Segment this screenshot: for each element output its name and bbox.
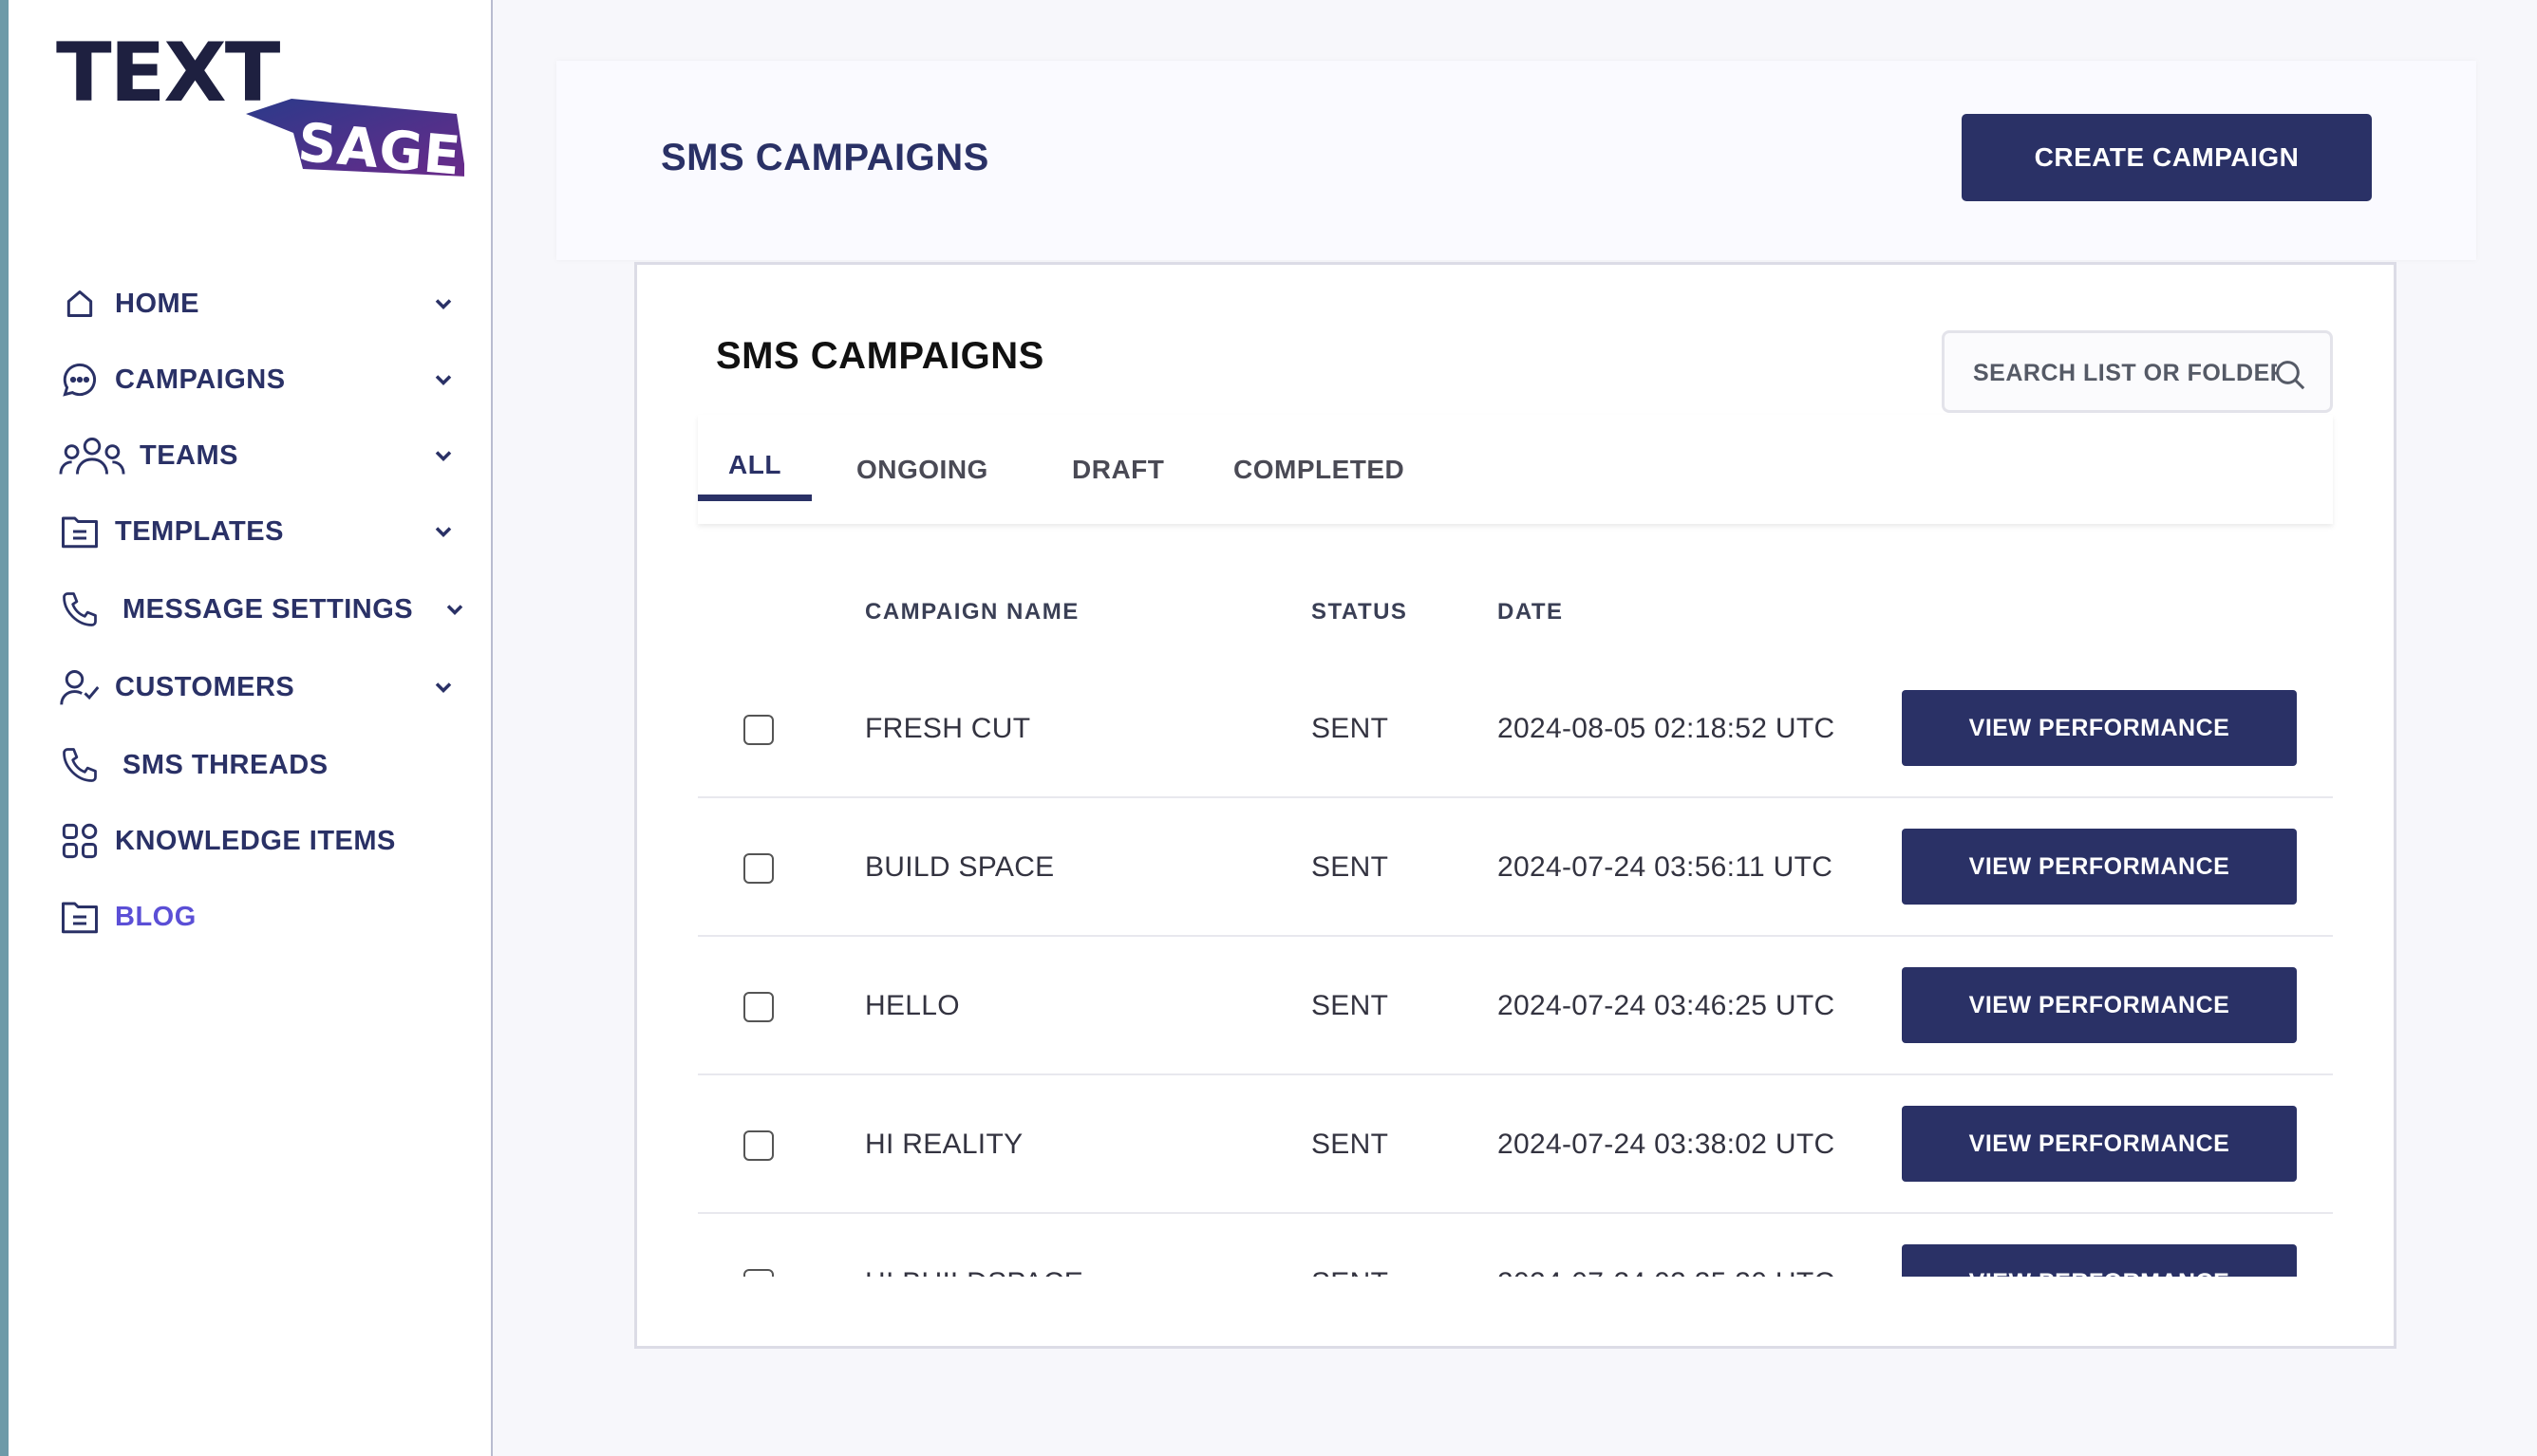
sidebar-item-label: TEAMS — [140, 439, 238, 471]
chevron-down-icon[interactable] — [430, 674, 457, 700]
tab-label: COMPLETED — [1233, 454, 1405, 484]
sidebar-item-label: TEMPLATES — [115, 515, 284, 547]
table-row: FRESH CUT SENT 2024-08-05 02:18:52 UTC V… — [698, 660, 2333, 798]
campaign-date: 2024-07-24 03:38:02 UTC — [1497, 1129, 1835, 1160]
status-tabs: ALL ONGOING DRAFT COMPLETED — [698, 415, 2333, 524]
search-input[interactable] — [1973, 354, 2277, 392]
create-campaign-button[interactable]: CREATE CAMPAIGN — [1962, 114, 2372, 201]
tab-ongoing[interactable]: ONGOING — [856, 415, 988, 524]
user-check-icon — [58, 665, 102, 709]
users-icon — [58, 434, 126, 477]
sidebar-item-label: BLOG — [115, 901, 197, 932]
row-checkbox[interactable] — [743, 853, 774, 884]
campaigns-table-body: FRESH CUT SENT 2024-08-05 02:18:52 UTC V… — [698, 660, 2333, 1277]
campaign-status: SENT — [1311, 1129, 1389, 1160]
campaign-status: SENT — [1311, 851, 1389, 883]
row-checkbox[interactable] — [743, 1269, 774, 1277]
table-row: HELLO SENT 2024-07-24 03:46:25 UTC VIEW … — [698, 937, 2333, 1075]
left-accent-strip — [0, 0, 9, 1456]
sidebar-item-label: CUSTOMERS — [115, 671, 295, 702]
campaign-name: HI REALITY — [865, 1129, 1024, 1160]
sidebar-item-campaigns[interactable]: CAMPAIGNS — [58, 351, 457, 408]
column-header-date[interactable]: DATE — [1497, 599, 1564, 625]
row-checkbox[interactable] — [743, 992, 774, 1022]
campaign-status: SENT — [1311, 713, 1389, 744]
folder-icon — [58, 510, 102, 553]
page-header: SMS CAMPAIGNS CREATE CAMPAIGN — [556, 61, 2476, 260]
sidebar-item-label: CAMPAIGNS — [115, 364, 286, 395]
campaigns-panel: SMS CAMPAIGNS ALL ONGOING DRAFT COMPLETE… — [634, 262, 2396, 1349]
column-header-status[interactable]: STATUS — [1311, 599, 1408, 625]
campaign-name: BUILD SPACE — [865, 851, 1055, 883]
tab-label: ONGOING — [856, 454, 988, 484]
search-box[interactable] — [1942, 330, 2333, 413]
campaign-name: FRESH CUT — [865, 713, 1031, 744]
campaign-status: SENT — [1311, 1267, 1388, 1277]
column-header-campaign-name[interactable]: CAMPAIGN NAME — [865, 599, 1080, 625]
campaign-date: 2024-07-24 03:35:30 UTC — [1497, 1267, 1834, 1277]
chevron-down-icon[interactable] — [430, 290, 457, 317]
campaign-date: 2024-07-24 03:56:11 UTC — [1497, 851, 1833, 883]
sidebar-item-home[interactable]: HOME — [58, 275, 457, 332]
phone-icon — [58, 588, 102, 631]
sidebar-item-label: MESSAGE SETTINGS — [122, 593, 414, 625]
panel-title: SMS CAMPAIGNS — [716, 335, 1044, 377]
campaign-date: 2024-07-24 03:46:25 UTC — [1497, 990, 1835, 1021]
view-performance-button[interactable]: VIEW PERFORMANCE — [1902, 967, 2297, 1043]
sidebar-item-templates[interactable]: TEMPLATES — [58, 503, 457, 560]
textsage-logo[interactable]: TEXT SAGE — [56, 26, 464, 188]
sidebar: TEXT SAGE HOME — [9, 0, 493, 1456]
view-performance-button[interactable]: VIEW PERFORMANCE — [1902, 1106, 2297, 1182]
row-checkbox[interactable] — [743, 715, 774, 745]
sidebar-item-label: HOME — [115, 288, 199, 319]
table-row: BUILD SPACE SENT 2024-07-24 03:56:11 UTC… — [698, 798, 2333, 937]
table-row: HI REALITY SENT 2024-07-24 03:38:02 UTC … — [698, 1075, 2333, 1214]
tab-label: ALL — [728, 449, 781, 479]
grid-icon — [58, 819, 102, 863]
sidebar-item-message-settings[interactable]: MESSAGE SETTINGS — [58, 581, 463, 638]
campaign-status: SENT — [1311, 990, 1389, 1021]
active-tab-indicator — [698, 495, 812, 501]
page-title: SMS CAMPAIGNS — [661, 137, 989, 178]
sidebar-item-label: KNOWLEDGE ITEMS — [115, 825, 396, 856]
tab-completed[interactable]: COMPLETED — [1233, 415, 1404, 524]
sidebar-item-blog[interactable]: BLOG — [58, 888, 457, 945]
chevron-down-icon[interactable] — [430, 442, 457, 469]
campaign-date: 2024-08-05 02:18:52 UTC — [1497, 713, 1835, 744]
folder-icon — [58, 895, 102, 939]
tab-draft[interactable]: DRAFT — [1072, 415, 1164, 524]
sidebar-item-sms-threads[interactable]: SMS THREADS — [58, 737, 457, 793]
sidebar-item-knowledge-items[interactable]: KNOWLEDGE ITEMS — [58, 812, 457, 869]
tab-all[interactable]: ALL — [698, 415, 812, 524]
chevron-down-icon[interactable] — [430, 366, 457, 393]
chat-bubble-icon — [58, 358, 102, 401]
view-performance-button[interactable]: VIEW PERFORMANCE — [1902, 690, 2297, 766]
home-icon — [58, 282, 102, 326]
sidebar-item-customers[interactable]: CUSTOMERS — [58, 659, 457, 716]
sidebar-item-label: SMS THREADS — [122, 749, 329, 780]
logo-word-text: TEXT — [56, 26, 280, 121]
phone-icon — [58, 743, 102, 787]
sidebar-item-teams[interactable]: TEAMS — [58, 427, 457, 484]
chevron-down-icon[interactable] — [430, 518, 457, 545]
chevron-down-icon[interactable] — [442, 596, 468, 623]
tab-label: DRAFT — [1072, 454, 1165, 484]
logo-sage-badge: SAGE — [246, 70, 464, 188]
view-performance-button[interactable]: VIEW PERFORMANCE — [1902, 1244, 2297, 1277]
search-icon[interactable] — [2271, 356, 2309, 399]
view-performance-button[interactable]: VIEW PERFORMANCE — [1902, 829, 2297, 905]
campaign-name: HELLO — [865, 990, 960, 1021]
row-checkbox[interactable] — [743, 1130, 774, 1161]
